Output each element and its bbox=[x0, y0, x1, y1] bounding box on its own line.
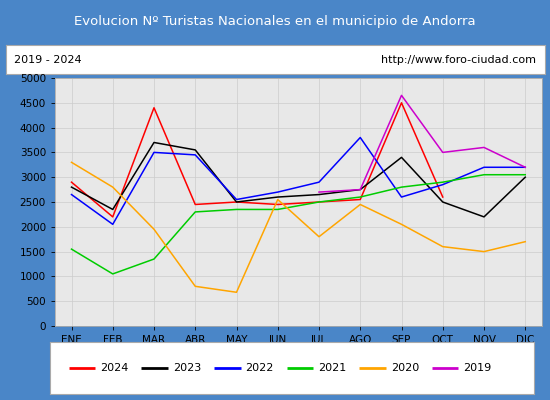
Text: 2020: 2020 bbox=[390, 363, 419, 373]
2024 bbox=[316, 200, 322, 204]
2024 bbox=[439, 195, 446, 200]
2023 bbox=[274, 195, 281, 200]
2019 bbox=[439, 150, 446, 155]
2024 bbox=[151, 105, 157, 110]
2019 bbox=[357, 187, 364, 192]
2021 bbox=[522, 172, 529, 177]
Text: 2019: 2019 bbox=[463, 363, 492, 373]
2021 bbox=[481, 172, 487, 177]
2023 bbox=[481, 214, 487, 219]
2024 bbox=[274, 202, 281, 207]
2022 bbox=[398, 195, 405, 200]
2020 bbox=[109, 185, 116, 190]
Line: 2019: 2019 bbox=[319, 95, 525, 192]
Line: 2022: 2022 bbox=[72, 138, 525, 224]
Text: http://www.foro-ciudad.com: http://www.foro-ciudad.com bbox=[381, 55, 536, 65]
Text: 2023: 2023 bbox=[173, 363, 201, 373]
2023 bbox=[439, 200, 446, 204]
2022 bbox=[274, 190, 281, 194]
2020 bbox=[439, 244, 446, 249]
2023 bbox=[398, 155, 405, 160]
2023 bbox=[233, 200, 240, 204]
2023 bbox=[68, 185, 75, 190]
2024 bbox=[192, 202, 199, 207]
2021 bbox=[357, 195, 364, 200]
2021 bbox=[233, 207, 240, 212]
2021 bbox=[439, 180, 446, 184]
2023 bbox=[316, 192, 322, 197]
2024 bbox=[357, 197, 364, 202]
2020 bbox=[274, 197, 281, 202]
Text: 2019 - 2024: 2019 - 2024 bbox=[14, 55, 81, 65]
Text: 2021: 2021 bbox=[318, 363, 346, 373]
2023 bbox=[151, 140, 157, 145]
2023 bbox=[357, 187, 364, 192]
2022 bbox=[439, 182, 446, 187]
2020 bbox=[68, 160, 75, 165]
2021 bbox=[151, 257, 157, 262]
2020 bbox=[192, 284, 199, 289]
Text: 2024: 2024 bbox=[100, 363, 129, 373]
2021 bbox=[109, 272, 116, 276]
2022 bbox=[151, 150, 157, 155]
Text: Evolucion Nº Turistas Nacionales en el municipio de Andorra: Evolucion Nº Turistas Nacionales en el m… bbox=[74, 14, 476, 28]
2022 bbox=[109, 222, 116, 227]
2023 bbox=[522, 175, 529, 180]
2020 bbox=[316, 234, 322, 239]
Line: 2020: 2020 bbox=[72, 162, 525, 292]
2020 bbox=[481, 249, 487, 254]
2019 bbox=[316, 190, 322, 194]
2022 bbox=[357, 135, 364, 140]
2022 bbox=[522, 165, 529, 170]
2021 bbox=[398, 185, 405, 190]
2020 bbox=[522, 239, 529, 244]
2020 bbox=[357, 202, 364, 207]
2024 bbox=[68, 180, 75, 184]
2024 bbox=[233, 200, 240, 204]
2023 bbox=[109, 207, 116, 212]
2022 bbox=[68, 192, 75, 197]
2019 bbox=[481, 145, 487, 150]
2020 bbox=[398, 222, 405, 227]
2023 bbox=[192, 148, 199, 152]
2022 bbox=[481, 165, 487, 170]
2019 bbox=[522, 165, 529, 170]
Line: 2023: 2023 bbox=[72, 142, 525, 217]
2024 bbox=[398, 100, 405, 105]
Text: 2022: 2022 bbox=[245, 363, 274, 373]
2021 bbox=[68, 247, 75, 252]
2020 bbox=[233, 290, 240, 295]
2021 bbox=[316, 200, 322, 204]
Line: 2024: 2024 bbox=[72, 103, 443, 217]
Line: 2021: 2021 bbox=[72, 175, 525, 274]
2021 bbox=[274, 207, 281, 212]
2020 bbox=[151, 227, 157, 232]
2019 bbox=[398, 93, 405, 98]
2022 bbox=[316, 180, 322, 184]
2022 bbox=[192, 152, 199, 157]
2024 bbox=[109, 214, 116, 219]
2021 bbox=[192, 210, 199, 214]
2022 bbox=[233, 197, 240, 202]
